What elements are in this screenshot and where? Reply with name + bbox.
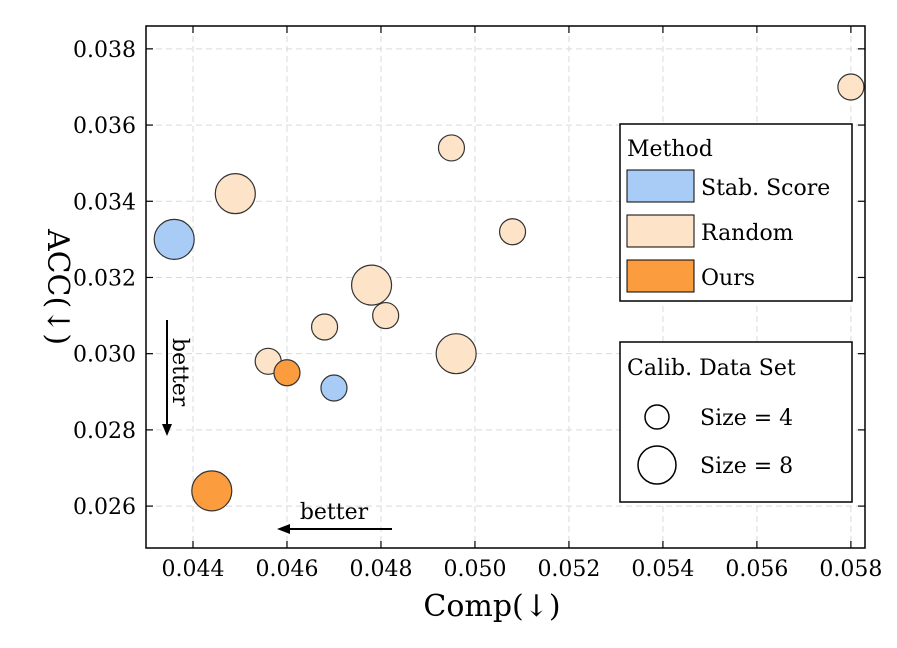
legend-method-title: Method — [627, 137, 713, 162]
point-random — [350, 264, 393, 306]
legend-size-8-label: Size = 8 — [700, 454, 793, 479]
legend-method: Method Stab. Score Random Ours — [619, 123, 853, 302]
better-down-arrowhead — [162, 424, 172, 436]
point-random — [437, 134, 466, 162]
y-tick-label: 0.032 — [73, 266, 136, 291]
legend-size-4-label: Size = 4 — [700, 406, 793, 431]
x-tick-label: 0.054 — [631, 557, 694, 582]
point-random — [372, 301, 400, 330]
data-points — [153, 73, 865, 512]
y-axis-ticks: 0.026 0.028 0.030 0.032 0.034 0.036 0.038 — [73, 38, 865, 520]
y-tick-label: 0.038 — [73, 38, 136, 63]
legend-swatch-ours — [626, 259, 695, 293]
point-ours — [273, 359, 301, 387]
plot-frame — [145, 25, 866, 549]
x-tick-label: 0.056 — [725, 557, 788, 582]
x-tick-label: 0.044 — [162, 557, 225, 582]
point-random — [310, 313, 339, 341]
x-axis-title: Comp(↓) — [423, 589, 560, 624]
better-left-label: better — [300, 500, 369, 525]
y-tick-label: 0.034 — [73, 190, 136, 215]
x-tick-label: 0.058 — [819, 557, 882, 582]
legend-swatch-random — [626, 214, 695, 248]
y-tick-label: 0.030 — [73, 343, 136, 368]
better-down-label: better — [167, 338, 192, 407]
x-axis-ticks: 0.044 0.046 0.048 0.050 0.052 0.054 0.056 0.058 — [162, 26, 882, 582]
x-tick-label: 0.052 — [537, 557, 600, 582]
y-axis-title: ACC(↓) — [40, 228, 75, 345]
y-tick-label: 0.026 — [73, 495, 136, 520]
legend-label-stab-score: Stab. Score — [701, 176, 830, 201]
annotation-better-down: better — [162, 320, 192, 436]
legend-size-8-marker — [637, 445, 677, 485]
legend-label-random: Random — [701, 221, 794, 246]
legend-label-ours: Ours — [701, 266, 755, 291]
y-tick-label: 0.036 — [73, 114, 136, 139]
x-tick-label: 0.046 — [255, 557, 318, 582]
point-stab-score — [153, 218, 195, 260]
y-tick-label: 0.028 — [73, 419, 136, 444]
point-random — [435, 333, 477, 375]
point-ours — [191, 470, 233, 512]
point-random — [837, 73, 865, 101]
better-left-arrowhead — [277, 524, 290, 534]
legend-swatch-stab-score — [626, 169, 695, 203]
point-random — [498, 218, 527, 246]
x-tick-label: 0.050 — [443, 557, 506, 582]
legend-size: Calib. Data Set Size = 4 Size = 8 — [619, 341, 853, 503]
x-tick-label: 0.048 — [349, 557, 412, 582]
annotation-better-left: better — [277, 500, 392, 534]
legend-size-title: Calib. Data Set — [627, 356, 796, 381]
point-stab-score — [320, 374, 348, 402]
legend-size-4-marker — [644, 404, 670, 430]
point-random — [214, 173, 256, 215]
